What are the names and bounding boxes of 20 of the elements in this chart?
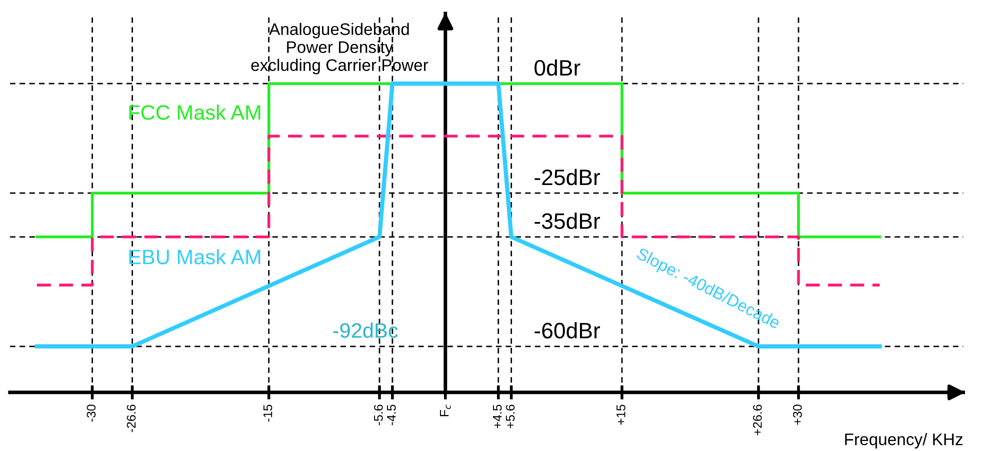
x-tick-label: -30 xyxy=(86,404,96,422)
x-tick-label: -15 xyxy=(263,404,272,422)
annotation: AnalogueSideband Power Density excluding Carrier Power xyxy=(251,22,428,74)
y-tick-label: -60dBr xyxy=(534,322,600,338)
y-tick-label: -25dBr xyxy=(534,168,600,186)
x-axis-title: Frequency/ KHz xyxy=(845,433,962,449)
x-tick-label: +26.6 xyxy=(752,404,762,436)
y-tick-label: 0dBr xyxy=(534,59,580,76)
x-tick-label: -4.5 xyxy=(387,404,396,426)
x-tick-label: +4.5 xyxy=(492,404,502,428)
y-tick-label: -35dBr xyxy=(534,212,600,229)
annotation: -92dBc xyxy=(333,322,398,338)
x-tick-label: F$_{c}$ xyxy=(440,404,451,416)
series-label: EBU Mask AM xyxy=(129,249,260,264)
x-tick-label: -5.6 xyxy=(374,404,383,426)
x-tick-label: +15 xyxy=(616,404,626,425)
x-tick-label: -26.6 xyxy=(126,404,136,432)
x-tick-label: +5.6 xyxy=(506,404,515,428)
series-label: FCC Mask AM xyxy=(129,104,260,120)
x-tick-label: +30 xyxy=(793,404,802,425)
